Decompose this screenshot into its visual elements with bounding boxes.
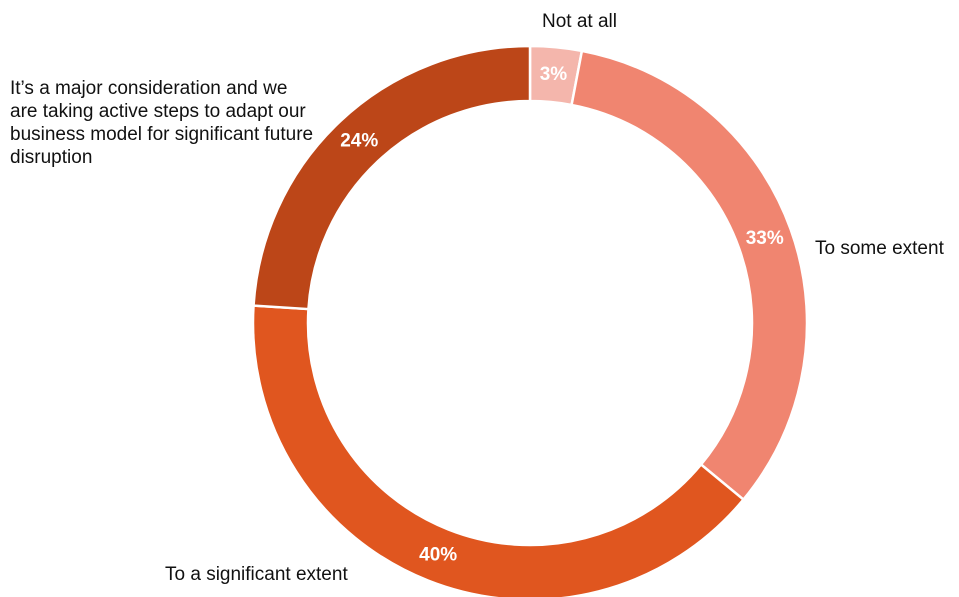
category-label-to-some-extent: To some extent xyxy=(815,238,944,259)
value-label-major-consideration: 24% xyxy=(340,131,378,152)
category-label-major-consideration: It’s a major consideration and we are ta… xyxy=(10,78,314,168)
value-label-not-at-all: 3% xyxy=(540,64,568,85)
slice-to-some-extent xyxy=(570,49,809,502)
percentage-labels: 3% 33% 40% 24% xyxy=(340,64,784,565)
slice-major-consideration xyxy=(252,44,532,311)
category-label-not-at-all: Not at all xyxy=(542,11,617,32)
slice-to-a-significant-extent xyxy=(251,304,746,597)
donut-slices xyxy=(251,44,809,597)
value-label-to-some-extent: 33% xyxy=(746,228,784,249)
category-label-to-a-significant-extent: To a significant extent xyxy=(165,564,348,585)
value-label-to-a-significant-extent: 40% xyxy=(419,544,457,565)
